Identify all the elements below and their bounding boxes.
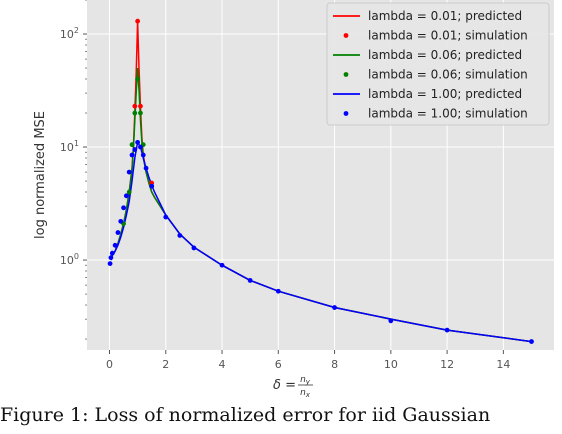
data-point [191,245,197,251]
data-point [143,165,149,171]
legend-entry-label: lambda = 0.06; simulation [368,68,528,82]
y-tick-label: 101 [60,139,79,154]
y-axis-ticks: 100 101 102 [60,0,87,340]
data-point [108,255,114,261]
x-axis-label: δ = ny nx [273,375,313,399]
data-point [109,250,115,256]
legend-entry-label: lambda = 0.01; simulation [368,29,528,43]
data-point [529,339,534,344]
legend-swatch-point [343,111,349,116]
data-point [135,76,141,82]
legend-swatch-point [343,72,349,77]
data-point [132,147,138,152]
legend-swatch-point [343,33,349,38]
data-point [115,230,121,235]
data-point [123,193,129,199]
legend: lambda = 0.01; predicted lambda = 0.01; s… [326,2,550,126]
legend-entry-label: lambda = 1.00; predicted [368,87,522,101]
data-point [118,218,124,224]
y-tick-label: 100 [60,252,79,267]
data-point [132,110,138,116]
data-point [138,110,143,116]
data-point [135,18,141,24]
series-points [107,18,534,344]
data-point [444,327,450,333]
data-point [177,233,183,238]
data-point [332,305,337,310]
legend-entry-label: lambda = 1.00; simulation [368,107,528,121]
x-axis-label-main: δ = [273,378,296,393]
data-point [219,262,225,268]
data-point [388,318,394,324]
data-point [129,152,135,158]
x-tick-label: 14 [496,358,510,371]
data-point [163,214,169,220]
legend-entry-label: lambda = 0.06; predicted [368,48,522,62]
x-tick-label: 10 [384,358,398,371]
data-point [149,183,155,189]
legend-entry-label: lambda = 0.01; predicted [368,9,522,23]
y-axis-label: log normalized MSE [33,111,48,239]
data-point [138,144,143,150]
y-tick-label: 102 [60,26,79,41]
data-point [138,103,143,109]
data-point [129,142,135,148]
x-tick-label: 8 [331,358,338,371]
data-point [121,205,126,211]
data-point [126,189,132,195]
x-tick-label: 4 [219,358,226,371]
data-point [140,152,146,158]
data-point [107,261,113,267]
data-point [135,139,141,145]
x-tick-label: 6 [275,358,282,371]
x-tick-label: 12 [440,358,454,371]
data-point [132,103,138,109]
data-point [112,242,118,248]
x-axis-ticks: 0 2 4 6 8 10 12 14 [106,350,510,371]
x-axis-label-denominator: nx [300,388,311,399]
x-axis-label-numerator: ny [300,375,311,386]
x-tick-label: 0 [106,358,113,371]
chart: 0 2 4 6 8 10 12 14 100 101 102 log normalized MSE… [33,0,554,399]
data-point [247,278,253,283]
figure-caption: Figure 1: Loss of normalized error for i… [0,404,491,426]
data-point [275,288,281,294]
data-point [126,169,132,175]
x-tick-label: 2 [162,358,169,371]
legend-box [326,2,550,126]
